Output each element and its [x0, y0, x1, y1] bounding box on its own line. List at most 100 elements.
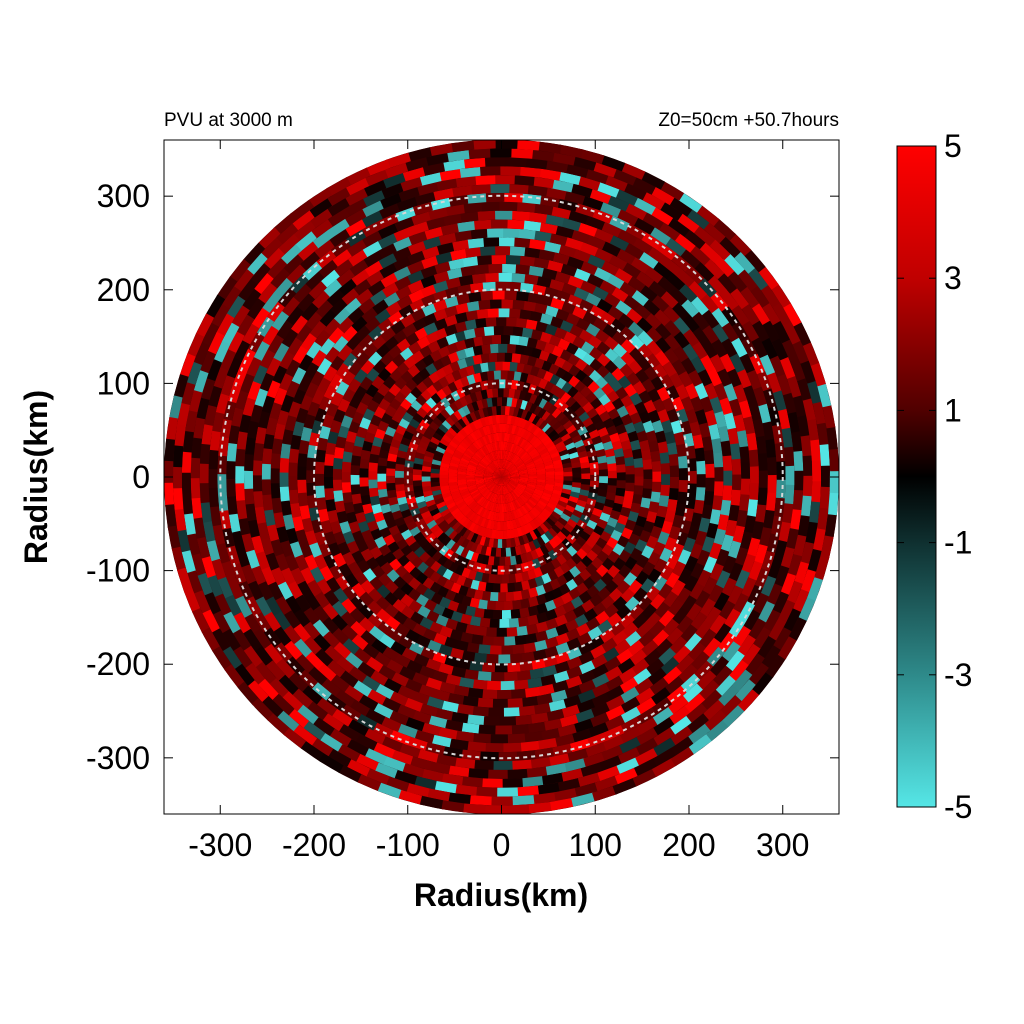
field-cell — [645, 611, 662, 629]
field-cell — [696, 473, 706, 488]
field-cell — [508, 433, 514, 443]
field-cell — [499, 556, 506, 566]
field-cell — [629, 547, 643, 562]
field-cell — [318, 338, 336, 356]
field-cell — [369, 625, 386, 642]
field-cell — [325, 499, 337, 513]
field-cell — [652, 706, 675, 726]
field-cell — [720, 693, 743, 717]
field-cell — [438, 169, 461, 182]
field-cell — [551, 252, 570, 265]
field-cell — [467, 484, 477, 490]
field-cell — [267, 713, 291, 736]
field-cell — [778, 520, 792, 542]
field-cell — [654, 349, 670, 367]
field-cell — [508, 424, 513, 434]
field-cell — [678, 663, 699, 683]
field-cell — [443, 296, 459, 309]
field-cell — [538, 195, 560, 208]
field-cell — [651, 480, 662, 493]
field-cell — [564, 236, 583, 251]
field-cell — [689, 581, 706, 600]
field-cell — [490, 520, 495, 530]
field-cell — [715, 547, 730, 567]
field-cell — [760, 283, 781, 308]
field-cell — [303, 621, 321, 641]
field-cell — [500, 680, 516, 691]
field-cell — [295, 324, 313, 344]
field-cell — [447, 600, 460, 612]
field-cell — [682, 342, 699, 361]
field-cell — [665, 553, 680, 570]
field-cell — [688, 641, 707, 661]
field-cell — [453, 410, 463, 421]
field-cell — [324, 453, 335, 467]
field-cell — [502, 423, 507, 433]
field-cell — [646, 534, 659, 549]
field-cell — [389, 710, 410, 727]
field-cell — [459, 211, 479, 223]
field-cell — [505, 503, 510, 513]
field-cell — [463, 803, 488, 814]
field-cell — [252, 475, 263, 493]
field-cell — [299, 394, 313, 412]
field-cell — [641, 544, 655, 559]
field-cell — [579, 669, 597, 684]
field-cell — [553, 670, 571, 684]
field-cell — [489, 463, 496, 471]
field-cell — [692, 325, 710, 346]
field-cell — [410, 611, 425, 625]
field-cell — [496, 477, 502, 485]
field-cell — [327, 431, 339, 445]
field-cell — [436, 501, 447, 510]
field-cell — [273, 387, 288, 407]
field-cell — [596, 494, 607, 504]
field-cell — [563, 694, 583, 708]
field-cell — [386, 482, 396, 492]
field-cell — [403, 157, 429, 172]
field-cell — [266, 380, 281, 400]
field-cell — [288, 462, 298, 478]
field-cell — [450, 582, 462, 594]
field-cell — [585, 322, 601, 337]
field-cell — [664, 509, 676, 523]
field-cell — [520, 409, 528, 420]
field-cell — [245, 549, 261, 570]
field-cell — [458, 503, 468, 512]
field-cell — [303, 721, 327, 742]
field-cell — [603, 646, 621, 662]
field-cell — [501, 477, 511, 480]
field-cell — [388, 496, 399, 507]
field-cell — [328, 542, 342, 558]
field-cell — [645, 352, 661, 369]
field-cell — [531, 284, 547, 296]
field-cell — [471, 455, 481, 463]
field-cell — [414, 776, 439, 791]
field-cell — [394, 653, 412, 669]
field-cell — [473, 410, 481, 420]
field-cell — [545, 561, 556, 573]
field-cell — [533, 203, 554, 216]
field-cell — [554, 440, 565, 449]
field-cell — [373, 511, 385, 524]
field-cell — [543, 489, 553, 496]
field-cell — [283, 625, 302, 646]
field-cell — [365, 708, 387, 726]
field-cell — [244, 487, 255, 506]
field-cell — [483, 716, 502, 726]
field-cell — [335, 269, 355, 287]
field-cell — [628, 579, 643, 595]
field-cell — [253, 628, 273, 651]
field-cell — [635, 686, 656, 705]
field-cell — [501, 645, 514, 655]
field-cell — [657, 440, 669, 454]
field-cell — [542, 508, 552, 517]
field-cell — [219, 349, 236, 372]
field-cell — [501, 263, 517, 274]
field-cell — [572, 466, 582, 473]
field-cell — [497, 689, 513, 699]
field-cell — [253, 612, 272, 634]
field-cell — [472, 345, 483, 356]
field-cell — [651, 686, 672, 705]
field-cell — [397, 187, 420, 202]
